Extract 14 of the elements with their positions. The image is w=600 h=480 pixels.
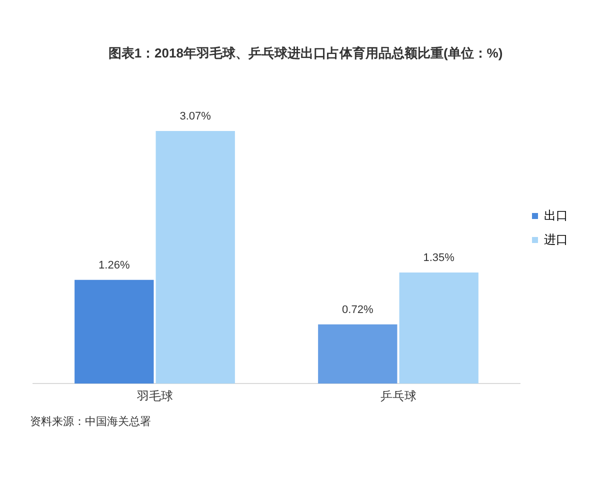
chart-title: 图表1：2018年羽毛球、乒乓球进出口占体育用品总额比重(单位：%): [108, 45, 503, 60]
x-tick-label: 羽毛球: [136, 389, 173, 404]
data-label: 3.07%: [180, 110, 212, 123]
data-label: 0.72%: [342, 304, 374, 316]
data-label: 1.26%: [98, 259, 130, 272]
data-label: 1.35%: [423, 252, 455, 264]
text: 资料来源：中国海关总署: [30, 415, 151, 428]
bar: [318, 324, 398, 384]
legend-label: 进口: [544, 232, 568, 246]
legend-label: 出口: [544, 208, 568, 222]
bar: [399, 272, 478, 384]
bar: [74, 280, 154, 384]
bar: [156, 130, 235, 384]
x-tick-label: 乒乓球: [380, 389, 416, 404]
